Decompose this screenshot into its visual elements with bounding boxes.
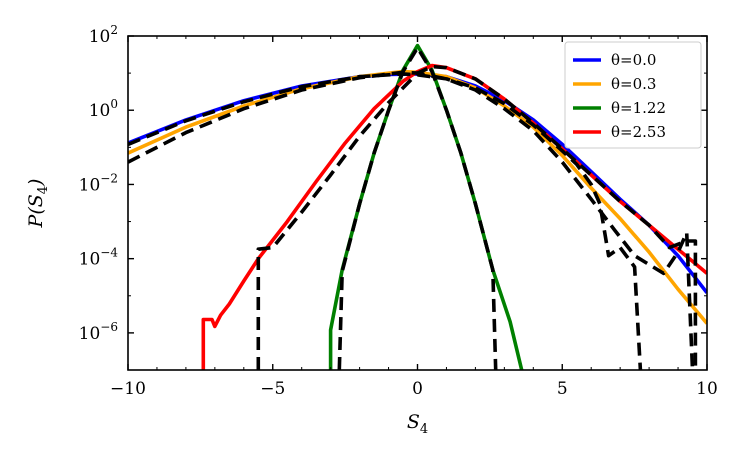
x-tick-label: 5 <box>557 379 568 399</box>
ticks-layer: −10 −5 0 5 10 102 100 10−2 10−4 10−6 <box>79 23 718 399</box>
legend-label: θ=0.3 <box>611 75 656 93</box>
y-axis-label-close: ) <box>25 179 47 187</box>
y-axis-label-sub: 4 <box>36 186 51 194</box>
series-line-reference-7 <box>337 46 498 370</box>
legend: θ=0.0 θ=0.3 θ=1.22 θ=2.53 <box>564 41 702 149</box>
y-tick-label: 100 <box>89 97 118 121</box>
series-line-reference-5 <box>128 72 643 370</box>
y-tick-label: 10−4 <box>79 246 119 270</box>
series-line-reference-6 <box>128 70 695 370</box>
legend-box <box>564 41 702 149</box>
series-layer <box>128 43 707 370</box>
x-tick-label: −5 <box>260 379 285 399</box>
x-axis-label: S4 <box>407 411 428 437</box>
y-tick-label: 10−2 <box>79 171 118 195</box>
x-tick-label: 10 <box>696 379 718 399</box>
x-tick-label: 0 <box>412 379 423 399</box>
y-axis-label: P(S4) <box>25 179 51 229</box>
legend-label: θ=1.22 <box>611 99 666 117</box>
x-tick-label: −10 <box>110 379 146 399</box>
y-tick-label: 10−6 <box>79 320 118 344</box>
y-axis-label-main: P(S <box>25 194 47 228</box>
y-tick-label: 102 <box>89 23 118 47</box>
x-axis-label-main: S <box>407 411 420 433</box>
x-axis-label-sub: 4 <box>420 422 428 437</box>
legend-label: θ=2.53 <box>611 123 666 141</box>
series-line-4 <box>201 63 707 370</box>
legend-label: θ=0.0 <box>611 51 656 69</box>
series-line-reference-8 <box>256 64 698 370</box>
